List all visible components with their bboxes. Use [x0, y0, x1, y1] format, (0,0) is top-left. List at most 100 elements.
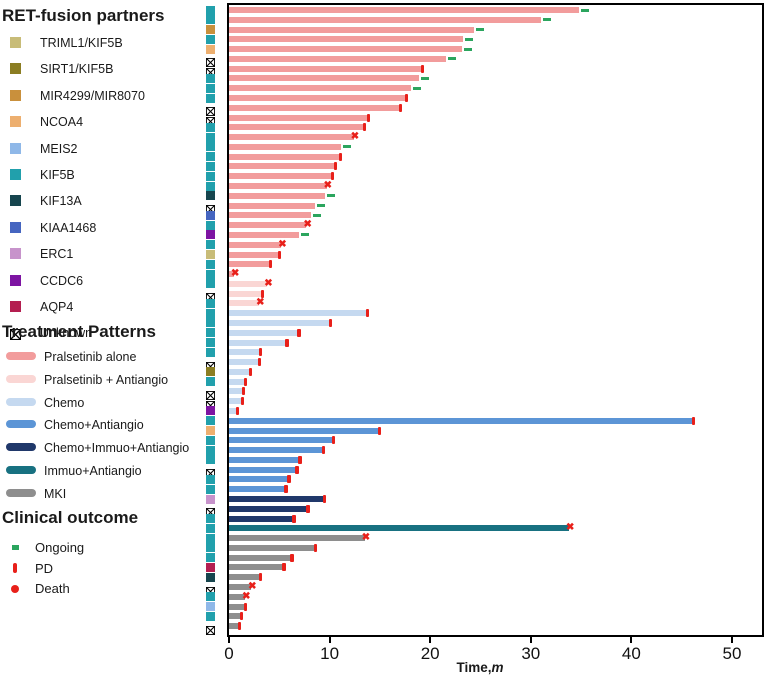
x-axis-tick-label: 20: [420, 644, 440, 663]
patient-bar: [229, 368, 251, 375]
fusion-legend-label: MEIS2: [40, 141, 78, 156]
x-axis-tick: [529, 637, 532, 643]
fusion-partner-unknown-icon: [206, 201, 215, 215]
fusion-partner-square: [206, 338, 215, 348]
pd-marker-icon: [362, 123, 366, 132]
outcome-legend-label: Ongoing: [35, 540, 85, 555]
fusion-partner-square: [206, 93, 215, 103]
treatment-legend-label: Chemo+Immuo+Antiangio: [44, 441, 190, 456]
pd-marker-icon: [244, 602, 248, 611]
fusion-partner-square: [206, 171, 215, 181]
patient-bar: [229, 114, 368, 121]
fusion-partner-square: [206, 435, 215, 445]
fusion-partner-square: [206, 416, 215, 426]
treatment-swatch-icon: [6, 374, 36, 383]
x-axis-tick: [630, 637, 633, 643]
fusion-partner-square: [206, 406, 215, 416]
pd-marker-icon: [292, 514, 296, 523]
patient-bar: [229, 212, 312, 219]
x-axis-tick-label: 0: [224, 644, 234, 663]
fusion-partner-square: [206, 230, 215, 240]
fusion-partner-square: [206, 240, 215, 250]
patient-bar: [229, 46, 463, 53]
x-axis-tick-label: 10: [320, 644, 340, 663]
death-marker-icon: ✖: [278, 238, 287, 250]
fusion-legend-label: KIF5B: [40, 168, 75, 182]
patient-bar: [229, 544, 315, 551]
patient-bar: [229, 447, 323, 454]
patient-bar: [229, 564, 284, 571]
death-marker-icon: ✖: [323, 180, 332, 192]
fusion-partner-square: [206, 611, 215, 621]
x-axis-tick: [731, 637, 733, 643]
treatment-legend-label: Immuo+Antiangio: [44, 464, 142, 478]
treatment-legend-label: Chemo+Antiangio: [44, 418, 144, 433]
treatment-swatch-icon: [6, 466, 36, 474]
ongoing-marker-icon: [581, 8, 590, 12]
fusion-partner-square: [206, 181, 215, 191]
patient-bar: [229, 55, 447, 62]
patient-bar: [229, 290, 263, 297]
fusion-swatch-icon: [10, 169, 21, 180]
patient-bar: [229, 26, 475, 33]
fusion-legend-label: NCOA4: [40, 115, 84, 130]
fusion-partner-unknown-icon: [206, 64, 215, 78]
pd-marker-icon: [290, 553, 294, 562]
patient-bar: [229, 192, 325, 199]
ongoing-marker-icon: [413, 86, 422, 90]
patient-bar: [229, 554, 292, 561]
fusion-partner-square: [206, 533, 215, 543]
fusion-partner-unknown-icon: [206, 465, 215, 479]
pd-marker-icon: [284, 485, 288, 494]
fusion-partner-square: [206, 514, 215, 524]
fusion-partner-square: [206, 328, 215, 338]
patient-bar: [229, 339, 287, 346]
x-axis-tick: [328, 637, 331, 643]
patient-bar: [229, 231, 300, 238]
fusion-legend-label: TRIML1/KIF5B: [40, 36, 123, 50]
patient-bar: [229, 378, 246, 385]
pd-marker-icon: [399, 103, 403, 112]
pd-marker-icon: [236, 406, 240, 415]
fusion-partner-square: [206, 318, 215, 328]
patient-bar: [229, 584, 252, 591]
patient-bar: [229, 427, 379, 434]
fusion-legend-label: Unknown: [40, 326, 93, 341]
fusion-partner-square: [206, 259, 215, 269]
patient-bar: [229, 329, 299, 336]
pd-marker-icon: [295, 465, 299, 474]
patient-bar: [229, 95, 407, 102]
ongoing-marker-icon: [12, 545, 19, 550]
pd-marker-icon: [13, 562, 17, 573]
fusion-partner-square: [206, 210, 215, 220]
fusion-swatch-icon: [10, 274, 21, 286]
pd-marker-icon: [285, 338, 289, 347]
pd-marker-icon: [261, 289, 265, 298]
fusion-legend-label: CCDC6: [40, 273, 84, 288]
fusion-partner-unknown-icon: [206, 358, 215, 371]
fusion-partner-square: [206, 142, 215, 152]
fusion-legend-label: KIAA1468: [40, 220, 97, 235]
patient-bar: [229, 7, 580, 13]
fusion-partner-square: [206, 25, 215, 35]
ongoing-marker-icon: [465, 37, 474, 41]
fusion-partner-square: [206, 269, 215, 279]
fusion-partner-square: [206, 484, 215, 494]
fusion-legend-label: AQP4: [40, 300, 74, 314]
fusion-unknown-swatch-icon: [10, 327, 21, 341]
fusion-partner-square: [206, 543, 215, 553]
pd-marker-icon: [240, 612, 244, 621]
patient-bar: [229, 476, 289, 483]
death-marker-icon: ✖: [256, 297, 265, 309]
fusion-partner-square: [206, 592, 215, 602]
patient-bar: [229, 388, 244, 395]
patient-bar: [229, 319, 330, 326]
fusion-partner-unknown-icon: [206, 387, 215, 400]
fusion-partner-square: [206, 279, 215, 289]
fusion-partner-square: [206, 347, 215, 357]
ongoing-marker-icon: [542, 18, 551, 22]
fusion-partner-square: [206, 73, 215, 83]
patient-bar: [229, 359, 260, 366]
patient-bar: [229, 613, 242, 620]
pd-marker-icon: [365, 309, 369, 318]
